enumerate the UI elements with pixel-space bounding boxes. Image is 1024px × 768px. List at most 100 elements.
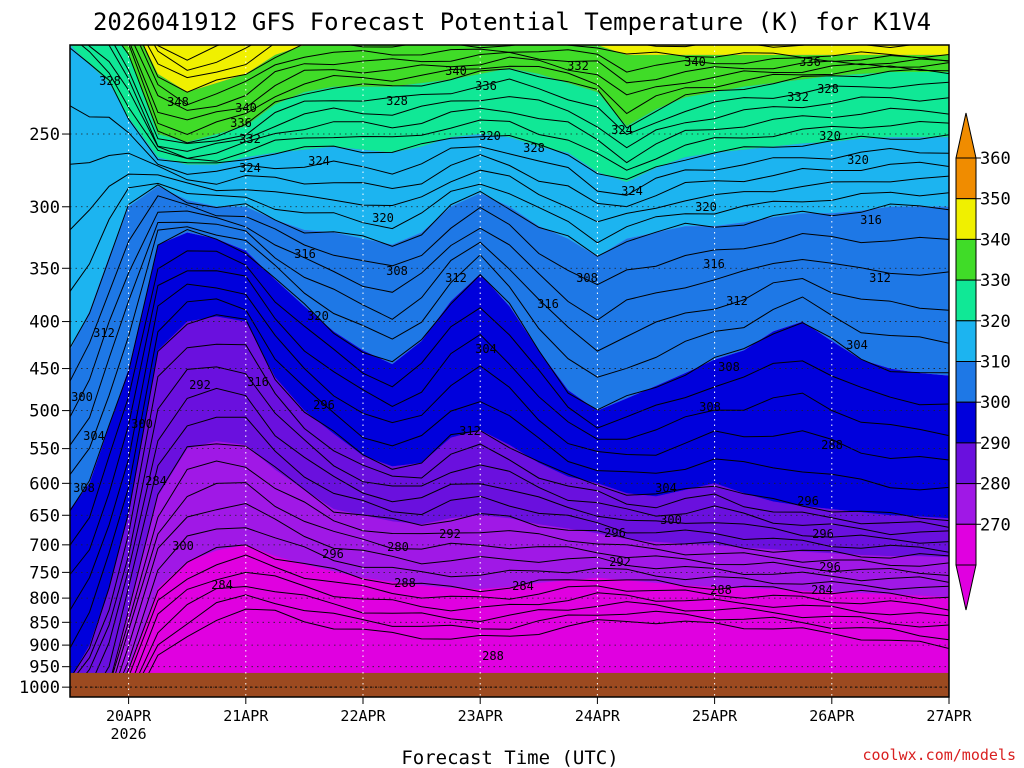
contour-line-320 — [70, 184, 949, 349]
contour-line-272 — [130, 594, 949, 697]
contour-line-270 — [135, 608, 949, 697]
colorbar-swatch-330 — [955, 279, 977, 322]
contour-label: 308 — [699, 400, 721, 414]
contour-line-296 — [70, 366, 949, 695]
contour-label: 308 — [718, 360, 740, 374]
colorbar-swatch-290 — [955, 442, 977, 485]
y-tick-label: 350 — [29, 259, 60, 279]
contour-line-286 — [106, 482, 949, 697]
contour-line-340 — [121, 45, 949, 144]
contour-label: 336 — [230, 116, 252, 130]
contour-line-312 — [70, 226, 949, 475]
contour-line-330 — [70, 47, 949, 180]
y-tick-label: 900 — [29, 636, 60, 656]
contour-label: 300 — [131, 417, 153, 431]
colorbar-swatch-310 — [955, 361, 977, 403]
x-tick-label: 27APR — [926, 707, 972, 725]
contour-label: 320 — [847, 153, 869, 167]
colorbar-swatch-270 — [955, 523, 977, 566]
y-tick-label: 950 — [29, 658, 60, 678]
contour-label: 296 — [313, 398, 335, 412]
band-350 — [143, 45, 949, 92]
contour-line-350 — [142, 45, 949, 93]
contour-label: 324 — [308, 154, 330, 168]
contour-line-288 — [100, 460, 949, 697]
y-tick-label: 650 — [29, 506, 60, 526]
contour-label: 324 — [621, 184, 643, 198]
band-320 — [70, 45, 949, 351]
band-330 — [70, 45, 949, 183]
colorbar-swatch-280 — [955, 483, 977, 525]
contour-label: 340 — [684, 55, 706, 69]
y-tick-label: 600 — [29, 474, 60, 494]
y-tick-label: 550 — [29, 440, 60, 460]
contour-line-346 — [133, 45, 949, 111]
x-tick-label: 25APR — [692, 707, 738, 725]
contour-label: 312 — [459, 424, 481, 438]
contour-line-284 — [110, 502, 949, 697]
contour-label: 316 — [247, 375, 269, 389]
band-280 — [99, 441, 949, 697]
x-tick-label: 22APR — [340, 707, 386, 725]
contour-line-342 — [128, 45, 949, 136]
colorbar-swatch-350 — [955, 198, 977, 240]
source-credit: coolwx.com/models — [862, 746, 1016, 764]
contour-label: 304 — [846, 338, 868, 352]
contour-line-314 — [70, 221, 949, 446]
contour-label: 308 — [73, 481, 95, 495]
contour-label: 340 — [445, 64, 467, 78]
contour-label: 296 — [797, 494, 819, 508]
y-tick-label: 750 — [29, 563, 60, 583]
y-tick-label: 850 — [29, 613, 60, 633]
x-tick-label: 26APR — [809, 707, 855, 725]
contour-line-326 — [70, 152, 949, 208]
contour-label: 328 — [817, 82, 839, 96]
contour-line-306 — [70, 270, 949, 575]
colorbar-label: 270 — [980, 515, 1011, 535]
contour-label: 312 — [869, 271, 891, 285]
contour-label: 292 — [609, 555, 631, 569]
contour-label: 332 — [567, 59, 589, 73]
contour-line-354 — [153, 45, 253, 71]
contour-line-328 — [70, 105, 949, 196]
colorbar-under-triangle — [955, 564, 977, 611]
colorbar-label: 280 — [980, 475, 1011, 495]
y-tick-label: 400 — [29, 313, 60, 333]
contour-line-276 — [122, 571, 949, 697]
contour-label: 328 — [523, 141, 545, 155]
contour-label: 340 — [235, 101, 257, 115]
contour-label: 320 — [479, 129, 501, 143]
contour-label: 304 — [655, 481, 677, 495]
contour-label: 304 — [83, 429, 105, 443]
y-tick-label: 700 — [29, 536, 60, 556]
contour-label: 296 — [604, 526, 626, 540]
contour-line-338 — [113, 45, 949, 145]
contour-label: 316 — [537, 297, 559, 311]
y-tick-label: 450 — [29, 360, 60, 380]
contour-label: 284 — [811, 583, 833, 597]
colorbar-over-triangle — [955, 112, 977, 159]
x-tick-year: 2026 — [111, 725, 147, 743]
x-tick-label: 20APR — [106, 707, 152, 725]
y-tick-label: 250 — [29, 125, 60, 145]
colorbar-swatch-320 — [955, 320, 977, 362]
contour-label: 308 — [386, 264, 408, 278]
y-tick-label: 300 — [29, 198, 60, 218]
contour-label: 296 — [322, 547, 344, 561]
contour-line-336 — [107, 45, 949, 152]
colorbar-label: 300 — [980, 393, 1011, 413]
band-310 — [70, 186, 949, 510]
contour-label: 312 — [445, 271, 467, 285]
y-tick-label: 800 — [29, 589, 60, 609]
contour-label: 328 — [386, 94, 408, 108]
contour-line-292 — [90, 416, 949, 697]
contour-label: 296 — [812, 527, 834, 541]
contour-line-294 — [74, 387, 949, 697]
colorbar: 360 350 340 330 320 310 300 290 280 270 — [955, 112, 1011, 611]
x-tick-label: 24APR — [575, 707, 621, 725]
contour-label: 324 — [239, 161, 261, 175]
contour-line-334 — [87, 45, 949, 164]
x-tick-label: 21APR — [223, 707, 269, 725]
band-270 — [116, 544, 949, 697]
